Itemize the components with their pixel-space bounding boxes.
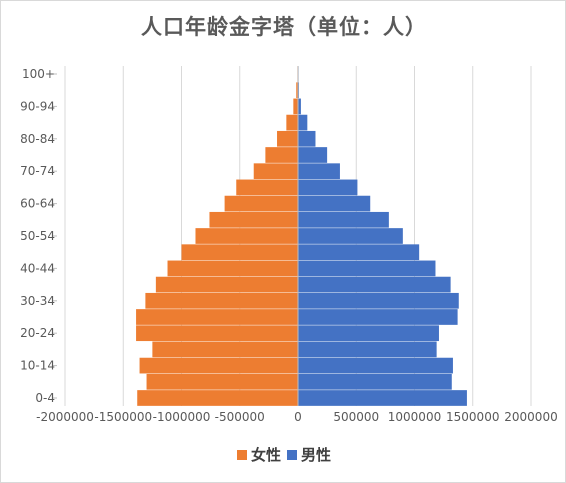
bar-female <box>296 82 298 99</box>
bar-male <box>298 179 358 196</box>
bar-female <box>209 211 298 228</box>
bar-female <box>137 390 298 406</box>
bar-male <box>298 130 316 147</box>
y-tick-label: 10-14 <box>20 359 55 373</box>
x-tick-label: 1000000 <box>388 410 441 424</box>
bar-male <box>298 147 328 163</box>
y-tick-label: 70-74 <box>20 164 55 178</box>
y-tick-label: 90-94 <box>20 99 55 113</box>
bar-male <box>298 341 437 358</box>
x-tick-label: 0 <box>294 410 302 424</box>
legend-item-male: 男性 <box>287 444 331 465</box>
y-tick-label: 60-64 <box>20 197 55 211</box>
bar-female <box>146 373 298 390</box>
x-tick-label: 2000000 <box>504 410 557 424</box>
bar-female <box>224 195 298 212</box>
y-tick-label: 20-24 <box>20 326 55 340</box>
bar-male <box>298 163 340 180</box>
bar-male <box>298 390 467 406</box>
bar-female <box>136 325 298 342</box>
bar-male <box>298 211 389 228</box>
x-tick-label: -1500000 <box>94 410 152 424</box>
bar-male <box>298 228 403 244</box>
x-tick-label: -1000000 <box>153 410 211 424</box>
y-tick-label: 30-34 <box>20 294 55 308</box>
chart-title: 人口年龄金字塔（单位：人） <box>141 14 427 39</box>
bar-female <box>195 228 298 244</box>
bar-female <box>236 179 298 196</box>
bar-female <box>293 98 298 115</box>
bar-female <box>286 114 298 131</box>
y-tick-label: 100+ <box>22 67 55 81</box>
y-tick-label: 40-44 <box>20 261 55 275</box>
bar-male <box>298 373 452 390</box>
bar-female <box>167 260 298 277</box>
bar-male <box>298 195 371 212</box>
bar-male <box>298 292 459 309</box>
y-tick-label: 80-84 <box>20 132 55 146</box>
bar-female <box>253 163 298 180</box>
x-tick-label: -500000 <box>215 410 265 424</box>
y-tick-label: 0-4 <box>35 391 55 405</box>
bar-male <box>298 357 453 374</box>
legend-label-female: 女性 <box>250 446 281 464</box>
x-tick-label: 500000 <box>333 410 379 424</box>
legend-swatch-female <box>236 449 247 460</box>
legend-label-male: 男性 <box>301 446 332 464</box>
bar-male <box>298 114 308 131</box>
bar-female <box>152 341 298 358</box>
bar-female <box>136 309 298 325</box>
bar-male <box>298 244 420 261</box>
bar-female <box>139 357 298 374</box>
legend: 女性 男性 <box>1 444 565 465</box>
bar-male <box>298 325 439 342</box>
bar-female <box>265 147 298 163</box>
bar-female <box>277 130 298 147</box>
bar-male <box>298 309 458 325</box>
y-tick-label: 50-54 <box>20 229 55 243</box>
bar-female <box>155 276 298 293</box>
bar-male <box>298 98 301 115</box>
bar-female <box>181 244 298 261</box>
x-tick-label: -2000000 <box>36 410 94 424</box>
bar-male <box>298 276 451 293</box>
bar-female <box>145 292 298 309</box>
legend-item-female: 女性 <box>236 444 281 465</box>
bar-male <box>298 260 436 277</box>
legend-swatch-male <box>287 449 297 460</box>
x-tick-label: 1500000 <box>446 410 499 424</box>
